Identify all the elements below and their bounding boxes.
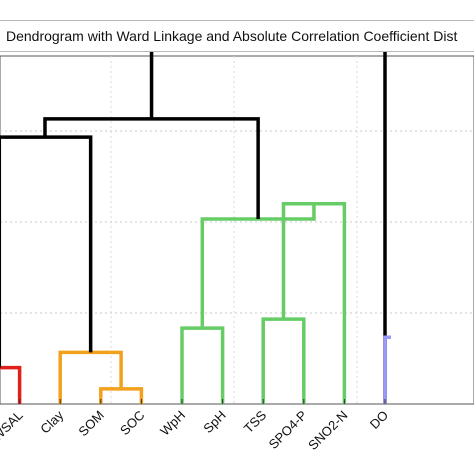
leaf-label-do: DO <box>367 408 391 432</box>
leaf-label-sph: SpH <box>200 408 228 436</box>
leaf-label-wsal: WSAL <box>0 408 26 445</box>
leaf-label-tss: TSS <box>241 407 270 436</box>
plot-area <box>0 55 474 405</box>
leaf-label-soc: SOC <box>117 408 148 439</box>
leaf-label-clay: Clay <box>37 407 66 436</box>
grid-lines <box>0 56 474 404</box>
link-8 <box>0 135 93 368</box>
link-7 <box>200 203 316 329</box>
leaf-label-sno2-n: SNO2-N <box>305 408 350 453</box>
link-5 <box>180 326 225 404</box>
leaf-label-spo4-p: SPO4-P <box>266 408 310 452</box>
chart-title: Dendrogram with Ward Linkage and Absolut… <box>6 28 458 44</box>
title-bar: Dendrogram with Ward Linkage and Absolut… <box>0 20 474 52</box>
link-1 <box>0 365 22 404</box>
link-9 <box>43 117 260 219</box>
dendrogram-links <box>0 47 391 404</box>
leaf-label-wph: WpH <box>157 408 188 439</box>
link-4 <box>261 317 306 404</box>
leaf-label-som: SOM <box>75 408 107 440</box>
link-11 <box>383 335 391 404</box>
